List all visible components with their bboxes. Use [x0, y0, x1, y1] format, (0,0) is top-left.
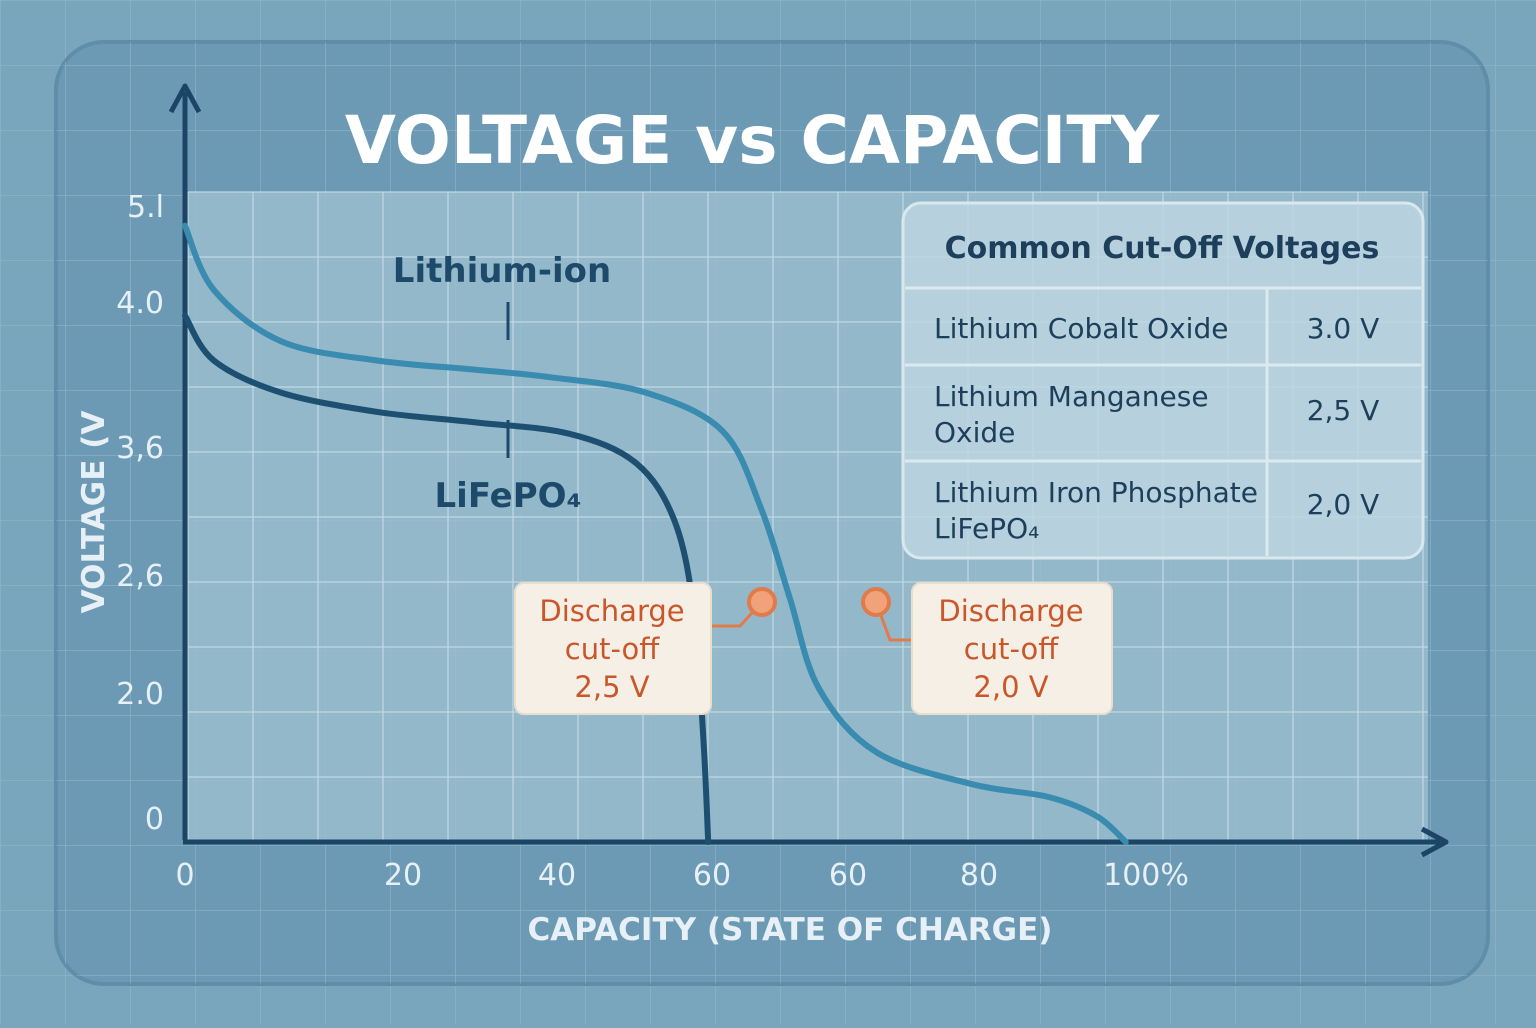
cutoff-marker — [747, 587, 777, 617]
series-label-lifepo4: LiFePO₄ — [435, 420, 582, 516]
callout-line-1: Discharge — [539, 594, 684, 628]
x-axis-label: CAPACITY (STATE OF CHARGE) — [528, 912, 1053, 948]
x-tick-label: 60 — [829, 858, 867, 893]
table-row: Lithium Manganese Oxide 2,5 V — [934, 380, 1379, 449]
table-panel — [901, 201, 1425, 560]
table-row-value: 2,5 V — [1307, 394, 1380, 427]
table-row: Lithium Cobalt Oxide 3.0 V — [934, 312, 1379, 345]
y-tick-label: 3,6 — [116, 431, 164, 466]
y-tick-labels: 5.l 4.0 3,6 2,6 2.0 0 — [116, 190, 164, 837]
cutoff-marker — [861, 587, 891, 617]
y-axis-arrow — [168, 83, 202, 114]
y-tick-label: 2.0 — [116, 677, 164, 712]
table-row-value: 3.0 V — [1307, 312, 1380, 345]
table-title: Common Cut-Off Voltages — [945, 231, 1380, 266]
x-axis-arrow — [1420, 826, 1449, 858]
table-row-value: 2,0 V — [1307, 488, 1380, 521]
cutoff-voltage-table: Common Cut-Off Voltages Lithium Cobalt O… — [901, 201, 1425, 560]
callout-line-1: Discharge — [938, 594, 1083, 628]
table-row-name-line-2: LiFePO₄ — [934, 512, 1039, 545]
lifepo4-label: LiFePO₄ — [435, 476, 582, 516]
discharge-cutoff-callout-lifepo4: Discharge cut-off 2,5 V — [514, 582, 777, 715]
table-row: Lithium Iron Phosphate LiFePO₄ 2,0 V — [934, 476, 1379, 545]
y-axis — [168, 83, 202, 840]
y-tick-label: 0 — [145, 802, 164, 837]
table-row-name: Lithium Manganese — [934, 380, 1209, 413]
series-label-lithium-ion: Lithium-ion — [393, 251, 611, 340]
x-tick-label: 60 — [693, 858, 731, 893]
table-row-name: Lithium Cobalt Oxide — [934, 312, 1228, 345]
y-tick-label: 5.l — [127, 190, 164, 225]
y-axis-label: VOLTAGE (V — [76, 411, 112, 614]
x-tick-labels: 0 20 40 60 60 80 100% — [175, 858, 1188, 893]
callout-box — [911, 582, 1113, 715]
series-line-lithium-ion — [182, 222, 1129, 845]
x-tick-label: 80 — [960, 858, 998, 893]
table-row-name-line-2: Oxide — [934, 416, 1015, 449]
callout-box — [514, 582, 712, 715]
x-tick-label: 40 — [538, 858, 576, 893]
x-tick-label: 20 — [384, 858, 422, 893]
y-tick-label: 2,6 — [116, 559, 164, 594]
lithium-ion-label: Lithium-ion — [393, 251, 611, 291]
y-tick-label: 4.0 — [116, 286, 164, 321]
table-row-name: Lithium Iron Phosphate — [934, 476, 1258, 509]
callout-line-2: cut-off — [964, 632, 1059, 666]
discharge-cutoff-callout-lithium-ion: Discharge cut-off 2,0 V — [861, 582, 1113, 715]
chart-title: VOLTAGE vs CAPACITY — [345, 102, 1161, 179]
callout-line-3: 2,5 V — [574, 670, 649, 704]
x-tick-label: 100% — [1103, 858, 1189, 893]
x-axis — [183, 826, 1449, 858]
callout-line-2: cut-off — [565, 632, 660, 666]
callout-line-3: 2,0 V — [973, 670, 1048, 704]
x-tick-label: 0 — [175, 858, 194, 893]
